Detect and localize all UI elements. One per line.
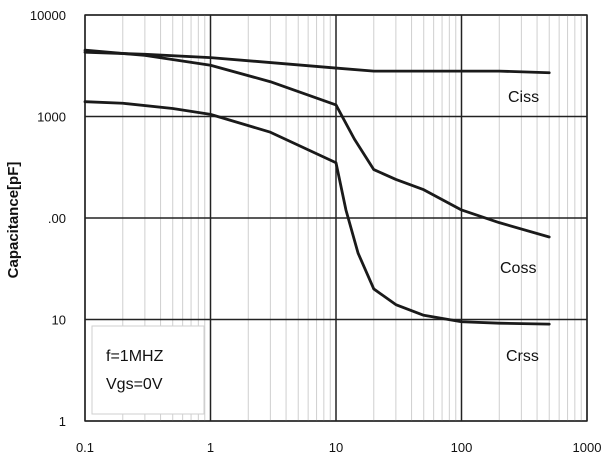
x-tick-label: 1 (207, 440, 214, 455)
label-layer: Capacitance[pF] f=1MHZ Vgs=0V Ciss Coss … (5, 89, 539, 415)
series-line-crss (83, 100, 551, 326)
y-tick-label: 1000 (37, 110, 66, 125)
y-axis-title: Capacitance[pF] (5, 162, 22, 279)
axis-layer: 0.1 1 10 100 1000 1 10 .00 1000 10000 (30, 8, 602, 455)
series-label-coss: Coss (500, 260, 536, 277)
y-tick-label: 10 (52, 313, 66, 328)
y-tick-label: 10000 (30, 8, 66, 23)
x-tick-label: 0.1 (76, 440, 94, 455)
y-tick-label: 1 (59, 414, 66, 429)
series-line-ciss (83, 50, 551, 75)
annotation-box (91, 325, 205, 415)
x-tick-label: 100 (451, 440, 473, 455)
annotation-frequency: f=1MHZ (106, 348, 164, 365)
series-line-coss (83, 48, 551, 239)
annotation-vgs: Vgs=0V (106, 376, 163, 393)
series-label-crss: Crss (506, 348, 539, 365)
series-layer (83, 48, 551, 326)
series-label-ciss: Ciss (508, 89, 539, 106)
x-tick-label: 1000 (573, 440, 602, 455)
y-tick-label: .00 (48, 211, 66, 226)
x-tick-label: 10 (329, 440, 343, 455)
